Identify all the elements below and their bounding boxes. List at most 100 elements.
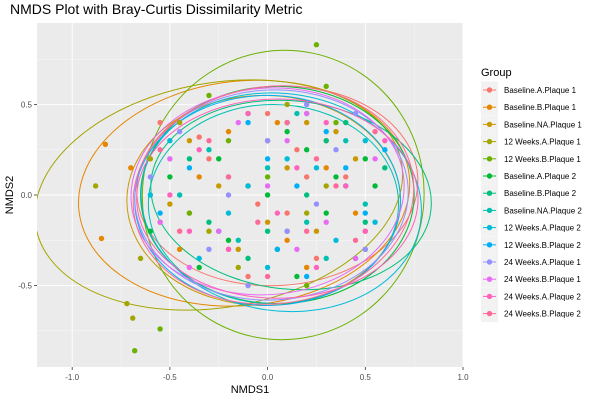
data-point [274, 246, 281, 253]
data-point [323, 128, 329, 135]
data-point [124, 300, 130, 307]
x-tick-label: -0.5 [163, 373, 177, 382]
data-point [206, 219, 212, 225]
y-tick-label: -0.5 [18, 282, 32, 291]
legend-key-point [486, 138, 493, 145]
data-point [323, 219, 329, 225]
data-point [235, 237, 241, 243]
data-point [284, 128, 290, 135]
y-axis-ticks: -0.5 0.0 0.5 [18, 100, 37, 291]
data-point [167, 156, 173, 162]
data-point [176, 128, 183, 135]
data-point [264, 273, 271, 280]
data-point [264, 192, 271, 198]
data-point [352, 237, 359, 243]
data-point [216, 228, 222, 234]
data-point [147, 192, 154, 198]
data-point [333, 128, 339, 135]
legend-key-point [486, 190, 493, 196]
data-point [372, 128, 378, 135]
data-point [196, 255, 202, 262]
data-points [92, 42, 388, 354]
data-point [157, 147, 163, 153]
data-point [176, 119, 183, 126]
confidence-ellipse [140, 92, 422, 313]
data-point [343, 165, 349, 171]
data-point [196, 264, 202, 271]
legend-key-point [486, 121, 493, 128]
data-point [245, 119, 251, 126]
data-point [235, 246, 241, 253]
legend-label: Baseline.B.Plaque 1 [504, 103, 577, 112]
data-point [206, 156, 212, 162]
data-point [264, 156, 271, 162]
data-point [372, 156, 378, 162]
data-point [147, 156, 154, 162]
data-point [255, 201, 261, 207]
legend-key-point [486, 293, 493, 300]
data-point [245, 282, 251, 289]
data-point [128, 165, 134, 171]
data-point [264, 228, 271, 234]
legend-key-point [486, 276, 493, 282]
data-point [102, 141, 109, 148]
data-point [372, 183, 378, 189]
data-point [225, 137, 232, 144]
legend-key-point [486, 87, 493, 93]
data-point [284, 228, 290, 234]
data-point [235, 264, 241, 271]
x-tick-label: 0.5 [360, 373, 372, 382]
data-point [303, 174, 310, 180]
data-point [323, 183, 329, 189]
legend-label: 24 Weeks.B.Plaque 1 [504, 275, 581, 284]
data-point [284, 156, 290, 162]
data-point [343, 119, 349, 126]
data-point [313, 156, 320, 162]
data-point [176, 192, 183, 198]
data-point [98, 235, 105, 242]
data-point [137, 255, 144, 262]
confidence-ellipses [37, 49, 432, 341]
data-point [294, 165, 300, 171]
legend-label: 12 Weeks.A.Plaque 2 [504, 224, 581, 233]
data-point [323, 119, 329, 126]
data-point [225, 128, 232, 135]
data-point [382, 147, 388, 153]
data-point [206, 92, 212, 99]
x-tick-label: 1.0 [457, 373, 469, 382]
data-point [333, 183, 339, 189]
data-point [245, 273, 251, 280]
data-point [186, 156, 193, 162]
data-point [303, 119, 310, 126]
y-axis-title: NMDS2 [4, 176, 16, 215]
confidence-ellipse [132, 85, 415, 305]
data-point [264, 264, 271, 271]
data-point [245, 110, 251, 117]
data-point [303, 101, 310, 108]
data-point [352, 255, 359, 262]
data-point [323, 165, 329, 171]
legend-label: Baseline.A.Plaque 1 [504, 86, 577, 95]
data-point [245, 255, 251, 262]
data-point [206, 137, 212, 144]
data-point [362, 137, 368, 144]
data-point [186, 228, 193, 234]
legend-label: 24 Weeks.A.Plaque 1 [504, 258, 581, 267]
legend-label: Baseline.B.Plaque 2 [504, 189, 577, 198]
data-point [333, 147, 339, 153]
data-point [206, 246, 212, 253]
data-point [362, 219, 368, 225]
data-point [186, 137, 193, 144]
data-point [303, 273, 310, 280]
legend-key-point [486, 310, 493, 317]
legend-label: 12 Weeks.B.Plaque 1 [504, 155, 581, 164]
data-point [284, 210, 290, 216]
data-point [225, 210, 232, 216]
data-point [92, 183, 99, 189]
legend-label: Baseline.NA.Plaque 1 [504, 120, 582, 129]
legend-key-point [486, 242, 493, 248]
data-point [294, 273, 300, 280]
data-point [303, 264, 310, 271]
data-point [274, 119, 281, 126]
data-point [303, 282, 310, 289]
